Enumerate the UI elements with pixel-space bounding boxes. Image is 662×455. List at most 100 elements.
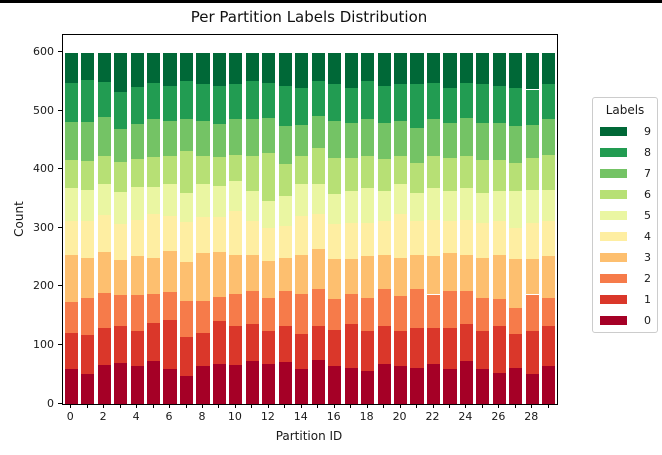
bar-segment-p24-label-7 [459, 117, 473, 157]
bar-segment-p7-label-0 [179, 375, 194, 404]
bar-segment-p9-label-2 [212, 297, 226, 321]
bar-segment-p19-label-6 [377, 159, 391, 192]
bar-segment-p1-label-1 [81, 334, 95, 375]
legend-entry-5: 5 [593, 205, 657, 226]
bar-segment-p7-label-7 [179, 119, 194, 151]
bar-segment-p11-label-5 [245, 191, 259, 222]
bar-segment-p8-label-6 [196, 155, 210, 185]
bar-segment-p18-label-4 [361, 223, 375, 256]
x-tick-label: 0 [66, 410, 74, 423]
bar-segment-p15-label-4 [311, 214, 325, 250]
x-tick-mark [119, 404, 121, 408]
bar-segment-p29-label-7 [542, 119, 556, 155]
x-tick-label: 18 [359, 410, 374, 423]
bar-segment-p14-label-5 [295, 184, 309, 216]
bar-segment-p12-label-1 [262, 330, 276, 365]
bar-segment-p25-label-8 [476, 84, 490, 123]
bar-segment-p10-label-1 [229, 326, 243, 365]
bar-segment-p15-label-6 [311, 148, 325, 185]
x-tick-mark [383, 404, 385, 408]
bar-segment-p29-label-4 [542, 221, 556, 256]
bar-segment-p14-label-1 [295, 334, 309, 370]
bar-segment-p25-label-6 [476, 159, 490, 193]
bar-segment-p24-label-1 [459, 324, 473, 362]
bar-segment-p24-label-4 [459, 219, 473, 255]
x-tick-mark [547, 404, 549, 408]
legend-entry-8: 8 [593, 142, 657, 163]
bar-segment-p29-label-0 [542, 365, 556, 404]
legend-label: 7 [644, 167, 651, 180]
bar-segment-p15-label-5 [311, 184, 325, 215]
legend-swatch-9 [600, 127, 627, 136]
bar-segment-p16-label-0 [328, 365, 342, 404]
bar-segment-p8-label-3 [196, 252, 210, 301]
bar-segment-p23-label-7 [443, 122, 457, 158]
bar-segment-p4-label-1 [130, 331, 144, 366]
bar-segment-p20-label-5 [393, 184, 408, 215]
x-tick-mark [86, 404, 88, 408]
bar-segment-p23-label-3 [443, 252, 457, 291]
bar-segment-p1-label-0 [81, 374, 95, 404]
bar-segment-p3-label-2 [114, 295, 128, 327]
bar-segment-p15-label-9 [311, 52, 325, 82]
legend-swatch-8 [600, 148, 627, 157]
bar-segment-p18-label-1 [361, 330, 375, 372]
bar-segment-p20-label-7 [393, 121, 408, 157]
bar-segment-p6-label-0 [163, 368, 177, 404]
bar-segment-p1-label-3 [81, 257, 95, 298]
bar-segment-p21-label-3 [410, 254, 424, 290]
x-tick-label: 12 [260, 410, 275, 423]
bar-segment-p7-label-1 [179, 337, 194, 376]
bar-segment-p10-label-5 [229, 180, 243, 212]
x-tick-label: 14 [293, 410, 308, 423]
x-tick-label: 28 [524, 410, 539, 423]
bar-segment-p0-label-4 [64, 220, 78, 256]
x-tick-label: 10 [227, 410, 242, 423]
legend-swatch-1 [600, 295, 627, 304]
bar-segment-p16-label-2 [328, 299, 342, 330]
bar-segment-p29-label-6 [542, 154, 556, 190]
bar-segment-p18-label-3 [361, 255, 375, 298]
bar-segment-p17-label-2 [344, 294, 358, 325]
bar-segment-p9-label-1 [212, 320, 226, 365]
bar-segment-p7-label-9 [179, 52, 194, 81]
bar-segment-p17-label-9 [344, 52, 358, 88]
bar-segment-p12-label-5 [262, 201, 276, 228]
bar-segment-p7-label-3 [179, 262, 194, 301]
bar-segment-p18-label-7 [361, 119, 375, 157]
y-tick-label: 200 [33, 279, 54, 293]
x-tick-mark [70, 404, 72, 408]
bar-segment-p6-label-5 [163, 184, 177, 216]
bar-segment-p10-label-2 [229, 294, 243, 327]
x-tick-mark [300, 404, 302, 408]
bar-segment-p8-label-8 [196, 84, 210, 122]
bar-segment-p20-label-6 [393, 156, 408, 185]
bar-segment-p20-label-8 [393, 84, 408, 122]
bar-segment-p11-label-7 [245, 119, 259, 157]
bar-segment-p20-label-0 [393, 365, 408, 404]
bar-segment-p10-label-7 [229, 119, 243, 155]
bar-segment-p7-label-2 [179, 300, 194, 338]
bar-segment-p18-label-9 [361, 52, 375, 82]
bar-segment-p4-label-3 [130, 256, 144, 296]
legend-label: 5 [644, 209, 651, 222]
bar-segment-p11-label-8 [245, 81, 259, 120]
bar-segment-p0-label-7 [64, 122, 78, 160]
bar-segment-p2-label-3 [97, 251, 111, 294]
bar-segment-p27-label-7 [509, 126, 523, 163]
bar-segment-p16-label-3 [328, 259, 342, 300]
bar-segment-p21-label-1 [410, 327, 424, 368]
bar-segment-p19-label-8 [377, 85, 391, 123]
bar-segment-p19-label-9 [377, 52, 391, 86]
bar-segment-p14-label-6 [295, 156, 309, 185]
bar-segment-p16-label-8 [328, 84, 342, 122]
bar-segment-p13-label-7 [278, 126, 292, 165]
bar-segment-p11-label-6 [245, 156, 259, 192]
bar-segment-p28-label-3 [525, 259, 539, 295]
bar-segment-p14-label-4 [295, 215, 309, 255]
bar-segment-p23-label-5 [443, 191, 457, 222]
bar-segment-p12-label-4 [262, 227, 276, 262]
bar-segment-p14-label-0 [295, 369, 309, 404]
x-tick-label: 16 [326, 410, 341, 423]
bar-segment-p9-label-5 [212, 185, 226, 218]
